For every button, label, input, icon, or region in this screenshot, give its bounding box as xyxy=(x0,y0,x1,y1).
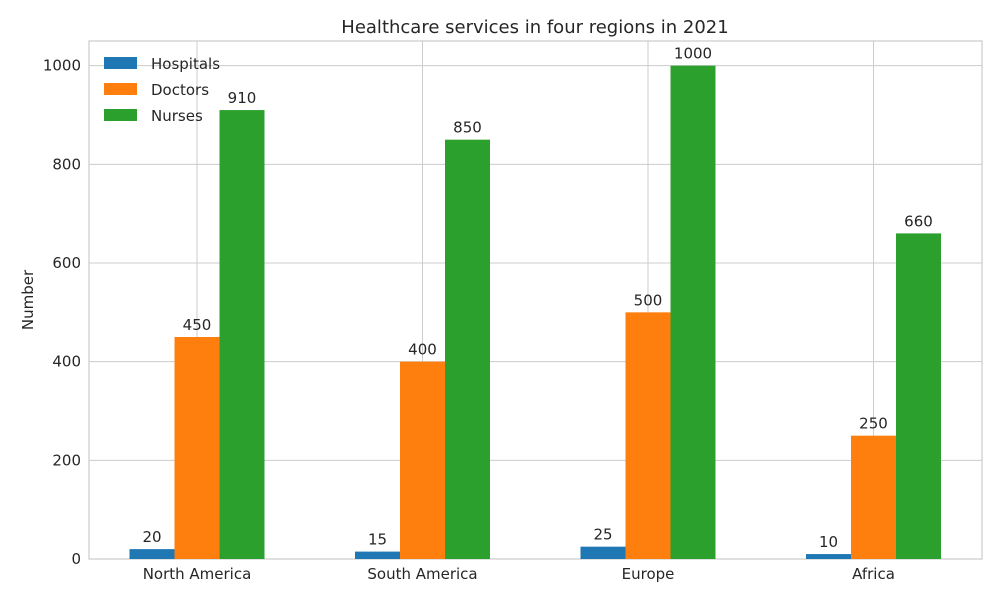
chart-title: Healthcare services in four regions in 2… xyxy=(341,17,728,38)
data-label: 10 xyxy=(819,533,838,551)
bar-nurses xyxy=(445,139,490,559)
y-axis-label: Number xyxy=(19,269,37,330)
legend-swatch xyxy=(104,57,137,69)
data-label: 500 xyxy=(634,291,663,309)
bar-nurses xyxy=(896,233,941,559)
bar-nurses xyxy=(219,110,265,560)
legend-label: Doctors xyxy=(151,81,209,99)
ticks-layer: 0 200 400 600 800 1000 North America South Amer… xyxy=(43,57,895,583)
x-tick-label: Africa xyxy=(852,565,895,583)
data-label: 850 xyxy=(453,119,482,137)
bar-nurses xyxy=(670,65,716,560)
legend: Hospitals Doctors Nurses xyxy=(104,55,220,125)
data-label: 400 xyxy=(408,341,437,359)
x-tick-label: Europe xyxy=(622,565,675,583)
data-label: 910 xyxy=(228,89,257,107)
y-tick-label: 200 xyxy=(52,451,81,469)
bars-layer xyxy=(129,65,941,560)
y-tick-label: 800 xyxy=(52,155,81,173)
data-label: 660 xyxy=(904,212,933,230)
bar-hospitals xyxy=(580,546,626,559)
bar-doctors xyxy=(400,361,445,559)
x-tick-label: South America xyxy=(367,565,477,583)
data-label: 1000 xyxy=(674,45,712,63)
y-tick-label: 0 xyxy=(71,550,81,568)
legend-label: Hospitals xyxy=(151,55,220,73)
bar-doctors xyxy=(851,435,896,559)
labels-layer: 20 15 25 10 450 400 500 250 910 850 1000 660 xyxy=(142,45,932,551)
data-label: 15 xyxy=(368,531,387,549)
bar-doctors xyxy=(625,312,671,559)
bar-hospitals xyxy=(806,554,851,559)
bar-hospitals xyxy=(129,549,175,559)
bar-hospitals xyxy=(355,551,400,559)
plot-frame xyxy=(88,40,983,560)
legend-swatch xyxy=(104,83,137,95)
legend-swatch xyxy=(104,109,137,121)
y-tick-label: 600 xyxy=(52,254,81,272)
y-tick-label: 1000 xyxy=(43,57,81,75)
data-label: 20 xyxy=(142,528,161,546)
data-label: 25 xyxy=(593,526,612,544)
data-label: 250 xyxy=(859,415,888,433)
y-tick-label: 400 xyxy=(52,353,81,371)
bar-doctors xyxy=(174,337,220,559)
legend-label: Nurses xyxy=(151,107,203,125)
x-tick-label: North America xyxy=(143,565,252,583)
data-label: 450 xyxy=(183,316,212,334)
